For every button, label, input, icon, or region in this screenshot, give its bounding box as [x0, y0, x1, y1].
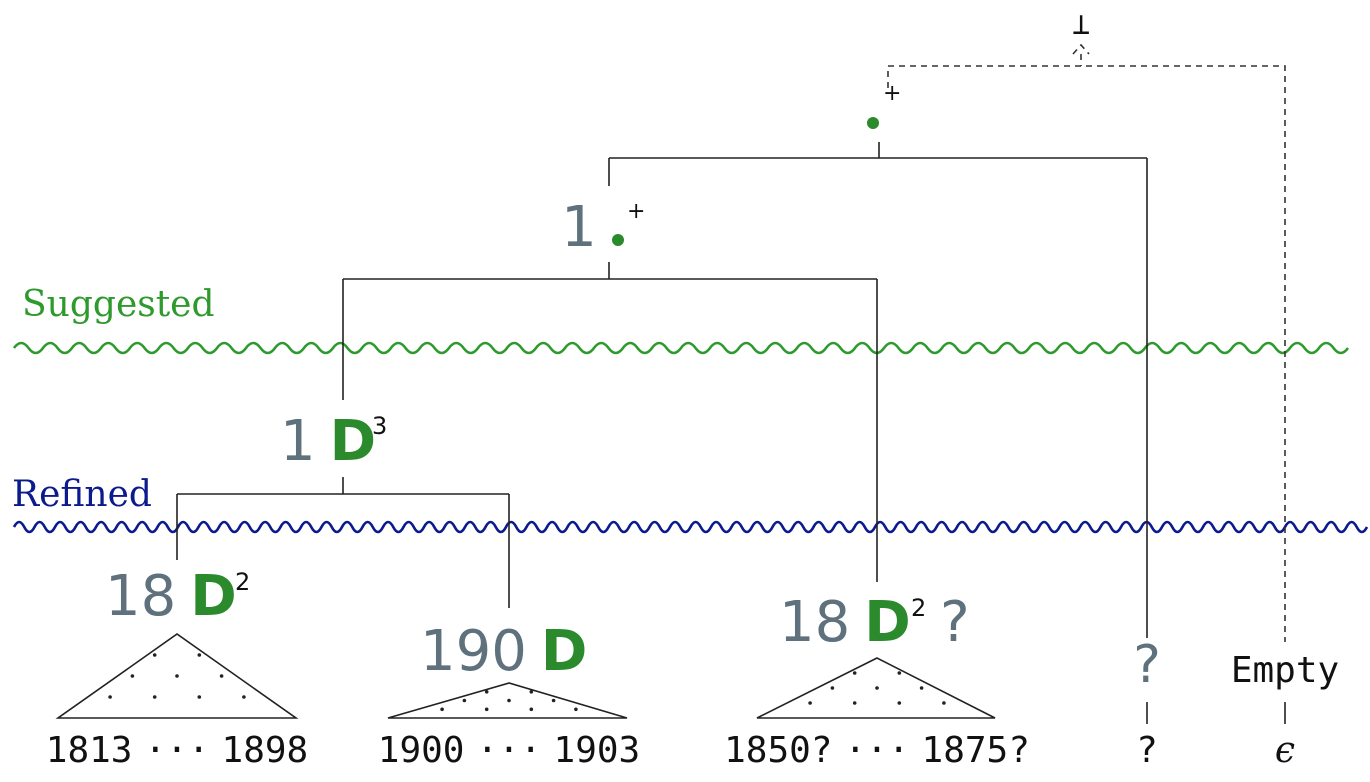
- node-empty: Empty: [1231, 650, 1339, 691]
- leaf-3-end: 1875?: [922, 730, 1030, 771]
- node-18-D2: 18 D: [105, 564, 237, 629]
- leaf-question: ?: [1136, 730, 1158, 771]
- dashed-bracket: [887, 65, 1286, 642]
- node-190-D-prefix: 190: [420, 619, 527, 684]
- triangle-3-dots: [808, 671, 946, 705]
- triangle-dot: [152, 653, 157, 657]
- subtree-triangle-3: [756, 657, 996, 719]
- triangle-dot: [462, 698, 467, 703]
- node-1-dot-superscript: +: [627, 199, 645, 224]
- node-18-D2-letter: D: [190, 564, 236, 629]
- leaf-2-start: 1900: [378, 730, 465, 771]
- triangle-dot: [875, 686, 879, 690]
- root-dot-node: [867, 117, 879, 129]
- triangle-dot: [108, 695, 112, 699]
- node-18-D2q-letter: D: [864, 590, 910, 655]
- triangle-dot: [808, 701, 812, 705]
- node-1-D3-prefix: 1: [280, 409, 316, 474]
- leaf-3-start: 1850?: [724, 730, 832, 771]
- triangle-dot: [852, 701, 857, 705]
- triangle-dot: [551, 698, 556, 703]
- triangle-dot: [529, 707, 534, 712]
- bottom-symbol: ⊥: [1072, 7, 1090, 42]
- leaf-3-range: 1850? ··· 1875?: [724, 730, 1030, 771]
- triangle-dot: [484, 690, 489, 694]
- triangle-dot: [574, 707, 578, 712]
- node-18-D2q-prefix: 18: [779, 590, 850, 655]
- triangle-2-dots: [440, 690, 578, 712]
- node-18-D2q-suffix: ?: [940, 590, 970, 655]
- leaf-1-range: 1813 ··· 1898: [46, 730, 308, 771]
- node-18-D2q: 18 D: [779, 590, 911, 655]
- triangle-dot: [197, 695, 202, 699]
- triangle-dot: [242, 695, 246, 699]
- leaf-1-end: 1898: [222, 730, 309, 771]
- triangle-dot: [897, 671, 902, 675]
- leaf-epsilon: ϵ: [1275, 730, 1295, 771]
- triangle-dot: [219, 674, 224, 678]
- triangle-dot: [130, 674, 135, 678]
- triangle-dot: [852, 671, 857, 675]
- triangle-dot: [942, 701, 946, 705]
- node-190-D: 190 D: [420, 619, 587, 684]
- leaf-2-ellipsis: ···: [476, 730, 541, 771]
- node-18-D2-prefix: 18: [105, 564, 176, 629]
- triangle-dot: [440, 707, 444, 712]
- node-1-D3-letter: D: [330, 409, 376, 474]
- triangle-dot: [529, 690, 534, 694]
- triangle-dot: [830, 686, 835, 690]
- node-190-D-letter: D: [541, 619, 587, 684]
- leaf-2-end: 1903: [554, 730, 641, 771]
- triangle-dot: [175, 674, 179, 678]
- root-dot-superscript: +: [883, 81, 901, 106]
- node-18-D2q-superscript: 2: [911, 594, 926, 622]
- subtree-triangle-2: [387, 682, 628, 719]
- leaf-1-ellipsis: ···: [144, 730, 209, 771]
- triangle-dot: [919, 686, 924, 690]
- node-18-D2-superscript: 2: [235, 568, 250, 596]
- triangle-dot: [152, 695, 157, 699]
- refined-wave-line: [12, 520, 1369, 534]
- triangle-1-dots: [108, 653, 246, 699]
- node-question: ?: [1133, 635, 1161, 695]
- triangle-dot: [197, 653, 202, 657]
- triangle-dot: [484, 707, 489, 712]
- refined-label: Refined: [12, 474, 152, 515]
- node-1-D3-superscript: 3: [372, 412, 387, 440]
- suggested-label: Suggested: [22, 284, 215, 325]
- suggested-wave-line: [12, 341, 1350, 355]
- node-1-dot-bullet: [612, 234, 624, 246]
- triangle-dot: [897, 701, 902, 705]
- leaf-3-ellipsis: ···: [844, 730, 909, 771]
- subtree-triangle-1: [55, 633, 299, 719]
- top-hat-caret: [1072, 43, 1090, 55]
- triangle-dot: [507, 698, 511, 703]
- leaf-2-range: 1900 ··· 1903: [378, 730, 640, 771]
- node-1-dot-prefix: 1: [561, 195, 597, 260]
- leaf-1-start: 1813: [46, 730, 133, 771]
